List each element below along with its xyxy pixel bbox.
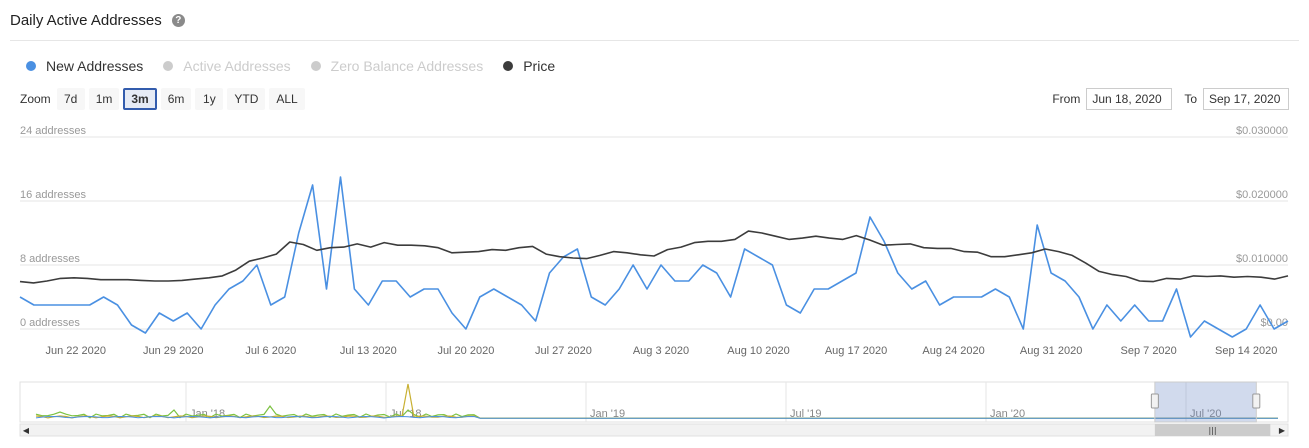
legend-dot-icon bbox=[310, 61, 321, 71]
to-date-input[interactable]: Sep 17, 2020 bbox=[1203, 88, 1289, 110]
navigator-label: Jan '19 bbox=[590, 408, 625, 420]
series-line-price[interactable] bbox=[19, 230, 1289, 284]
x-tick-label: Sep 7 2020 bbox=[1121, 345, 1177, 357]
series-line-new-addresses[interactable] bbox=[19, 176, 1289, 338]
help-icon[interactable]: ? bbox=[171, 13, 185, 27]
legend-item-active-addresses[interactable]: Active Addresses bbox=[163, 58, 291, 74]
x-tick-label: Aug 10 2020 bbox=[727, 345, 789, 357]
main-chart[interactable]: 0 addresses 8 addresses 16 addresses 24 add… bbox=[0, 125, 1309, 375]
y-left-tick-label: 24 addresses bbox=[20, 125, 87, 137]
legend-label: Price bbox=[523, 58, 556, 74]
x-tick-label: Jul 20 2020 bbox=[437, 345, 494, 357]
to-label: To bbox=[1184, 92, 1197, 106]
chart-header: Daily Active Addresses ? bbox=[10, 8, 185, 32]
legend-label: Active Addresses bbox=[183, 58, 291, 74]
y-left-tick-label: 8 addresses bbox=[20, 253, 80, 265]
zoom-label: Zoom bbox=[20, 92, 51, 106]
legend: New Addresses Active Addresses Zero Balanc… bbox=[26, 58, 575, 74]
x-tick-label: Jun 29 2020 bbox=[143, 345, 204, 357]
scroll-left-arrow-icon[interactable]: ◀ bbox=[23, 426, 30, 435]
y-right-tick-label: $0.020000 bbox=[1236, 189, 1288, 201]
navigator-right-handle[interactable] bbox=[1252, 393, 1261, 409]
chart-title: Daily Active Addresses bbox=[10, 11, 162, 29]
legend-dot-icon bbox=[26, 61, 36, 71]
x-tick-label: Jun 22 2020 bbox=[45, 345, 106, 357]
x-tick-label: Aug 3 2020 bbox=[633, 345, 689, 357]
x-tick-label: Aug 17 2020 bbox=[825, 345, 887, 357]
legend-item-zero-balance-addresses[interactable]: Zero Balance Addresses bbox=[310, 58, 484, 74]
x-tick-label: Jul 6 2020 bbox=[245, 345, 296, 357]
legend-dot-icon bbox=[503, 61, 514, 71]
navigator-label: Jan '20 bbox=[990, 408, 1025, 420]
x-tick-label: Aug 31 2020 bbox=[1020, 345, 1082, 357]
navigator-label: Jan '18 bbox=[190, 408, 225, 420]
zoom-button-7d[interactable]: 7d bbox=[56, 88, 85, 110]
scroll-right-arrow-icon[interactable]: ▶ bbox=[1279, 426, 1286, 435]
zoom-button-all[interactable]: ALL bbox=[269, 88, 305, 110]
navigator-frame bbox=[19, 381, 1289, 423]
navigator-label: Jul '20 bbox=[1190, 408, 1221, 420]
legend-item-price[interactable]: Price bbox=[503, 58, 555, 74]
zoom-controls: Zoom 7d 1m 3m 6m 1y YTD ALL bbox=[20, 88, 309, 110]
legend-dot-icon bbox=[163, 61, 174, 71]
legend-item-new-addresses[interactable]: New Addresses bbox=[26, 58, 143, 74]
from-label: From bbox=[1052, 92, 1081, 106]
scrollbar-thumb[interactable] bbox=[1154, 424, 1271, 436]
from-date-input[interactable]: Jun 18, 2020 bbox=[1086, 88, 1173, 110]
zoom-button-3m[interactable]: 3m bbox=[123, 88, 157, 110]
x-tick-label: Jul 27 2020 bbox=[535, 345, 592, 357]
zoom-button-ytd[interactable]: YTD bbox=[227, 88, 266, 110]
header-divider bbox=[10, 40, 1299, 41]
y-left-tick-label: 16 addresses bbox=[20, 189, 87, 201]
y-right-tick-label: $0.00 bbox=[1260, 317, 1288, 329]
zoom-button-1y[interactable]: 1y bbox=[195, 88, 224, 110]
y-right-tick-label: $0.030000 bbox=[1236, 125, 1288, 137]
y-right-tick-label: $0.010000 bbox=[1236, 253, 1288, 265]
date-range: From Jun 18, 2020 To Sep 17, 2020 bbox=[1040, 88, 1289, 110]
navigator-left-handle[interactable] bbox=[1150, 393, 1159, 409]
navigator-window[interactable] bbox=[1154, 381, 1257, 423]
x-tick-label: Sep 14 2020 bbox=[1215, 345, 1277, 357]
x-tick-label: Jul 13 2020 bbox=[340, 345, 397, 357]
x-tick-label: Aug 24 2020 bbox=[922, 345, 984, 357]
scrollbar-track[interactable] bbox=[19, 423, 1289, 437]
navigator-series-blue bbox=[35, 415, 1278, 419]
zoom-button-1m[interactable]: 1m bbox=[88, 88, 120, 110]
y-left-tick-label: 0 addresses bbox=[20, 317, 80, 329]
scrollbar-grip-icon: ||| bbox=[1209, 426, 1217, 435]
zoom-button-6m[interactable]: 6m bbox=[160, 88, 192, 110]
navigator-label: Jul '19 bbox=[790, 408, 821, 420]
legend-label: New Addresses bbox=[46, 58, 144, 74]
legend-label: Zero Balance Addresses bbox=[330, 58, 484, 74]
